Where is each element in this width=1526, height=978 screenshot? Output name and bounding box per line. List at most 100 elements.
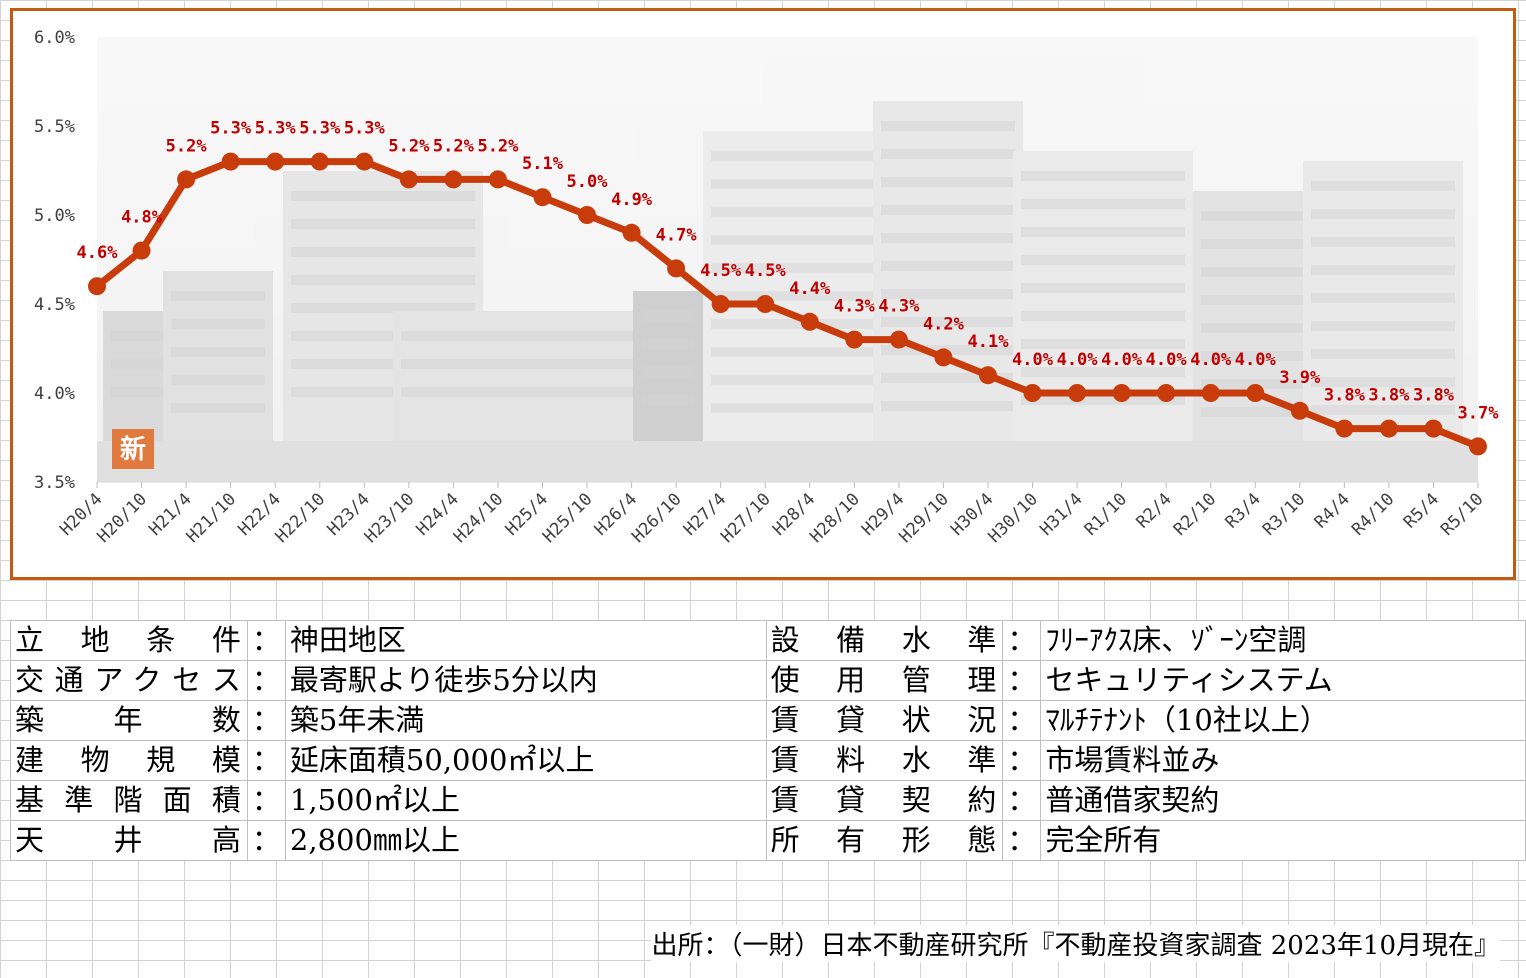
photo-building [393, 311, 643, 441]
photo-window-row [291, 387, 475, 397]
y-tick-label: 5.5% [34, 117, 75, 137]
y-tick-label: 4.0% [34, 384, 75, 404]
y-tick-label: 3.5% [34, 473, 75, 493]
spec-value-right: 市場賃料並み [1040, 740, 1526, 781]
data-point [488, 170, 507, 189]
photo-window-row [291, 191, 475, 201]
photo-window-row [881, 233, 1015, 243]
data-point [221, 152, 240, 171]
photo-window-row [881, 373, 1015, 383]
source-note: 出所：（一財）日本不動産研究所『不動産投資家調査 2023年10月現在』 [651, 925, 1500, 962]
photo-window-row [711, 291, 935, 301]
photo-window-row [881, 177, 1015, 187]
data-point [889, 330, 908, 349]
photo-window-row [1021, 283, 1185, 293]
photo-window-row [641, 311, 695, 321]
data-label: 5.3% [255, 119, 297, 139]
photo-window-row [1311, 377, 1455, 387]
new-badge-text: 新 [120, 434, 146, 465]
photo-window-row [641, 367, 695, 377]
data-point [756, 295, 775, 313]
photo-window-row [291, 331, 475, 341]
photo-window-row [1311, 237, 1455, 247]
chart-frame: 3.5% 4.0% 4.5% 5.0% 5.5% 6.0% H20/4 H20/10 H21/4… [10, 8, 1516, 580]
data-label: 5.2% [388, 136, 430, 156]
photo-window-row [881, 261, 1015, 271]
data-label: 5.0% [567, 172, 609, 192]
spec-value-left: 築5年未満 [284, 700, 767, 741]
data-label: 4.1% [967, 332, 1009, 352]
data-point [978, 366, 997, 385]
x-tick-label: H23/10 [361, 489, 419, 547]
spec-row: 基準階面積： 1,500㎡以上 賃貸契約：普通借家契約 [10, 780, 1526, 821]
data-label: 3.8% [1368, 386, 1410, 406]
cap-rate-line-chart: 3.5%4.0%4.5%5.0%5.5%6.0%H20/4H20/10H21/4… [34, 28, 1500, 547]
spec-colon: ： [246, 780, 286, 821]
data-label: 4.5% [745, 261, 787, 281]
data-label: 4.0% [1057, 350, 1099, 370]
data-point [88, 277, 106, 296]
data-label: 5.2% [433, 136, 475, 156]
spec-value-right: セキュリティシステム [1040, 660, 1526, 701]
data-label: 4.4% [789, 279, 831, 299]
new-badge: 新 [112, 429, 154, 469]
y-tick-label: 4.5% [34, 295, 75, 315]
photo-window-row [401, 359, 635, 369]
data-point [1424, 419, 1443, 438]
data-point [711, 295, 730, 313]
data-label: 3.7% [1458, 403, 1500, 423]
spec-colon: ： [246, 660, 286, 701]
photo-window-row [711, 235, 935, 245]
spec-value-right: 完全所有 [1040, 820, 1526, 861]
photo-window-row [1201, 323, 1305, 333]
spec-label-right: 使用管理 [765, 660, 1004, 701]
data-label: 5.3% [299, 119, 341, 139]
data-point [1379, 419, 1398, 438]
spec-value-left: 神田地区 [284, 620, 767, 661]
spec-colon: ： [246, 740, 286, 781]
data-label: 5.3% [344, 119, 386, 139]
photo-window-row [291, 303, 475, 313]
photo-window-row [1021, 227, 1185, 237]
x-tick-label: R2/10 [1170, 489, 1220, 539]
photo-window-row [881, 289, 1015, 299]
x-tick-label: R4/10 [1348, 489, 1398, 539]
data-point [355, 152, 374, 171]
data-label: 4.6% [77, 243, 119, 263]
data-label: 3.8% [1324, 386, 1366, 406]
spec-label-left: 建物規模 [10, 740, 248, 781]
spec-label-right: 設備水準 [765, 620, 1004, 661]
y-tick-label: 6.0% [34, 28, 75, 48]
x-tick-label: H25/10 [539, 489, 597, 547]
photo-window-row [711, 375, 935, 385]
data-point [800, 312, 819, 331]
photo-street [97, 441, 1478, 482]
x-tick-label: H21/10 [183, 489, 241, 547]
data-label: 5.3% [210, 119, 252, 139]
photo-window-row [1201, 351, 1305, 361]
photo-window-row [1021, 339, 1185, 349]
data-label: 4.0% [1101, 350, 1143, 370]
data-point [132, 241, 151, 260]
new-badge-bg [112, 429, 154, 469]
spec-value-right: ﾌﾘｰｱｸｽ床、ｿﾞｰﾝ空調 [1040, 620, 1526, 661]
data-label: 4.0% [1012, 350, 1054, 370]
photo-window-row [171, 319, 265, 329]
data-label: 5.2% [477, 136, 519, 156]
photo-window-row [171, 347, 265, 357]
y-tick-label: 5.0% [34, 206, 75, 226]
photo-window-row [171, 403, 265, 413]
photo-window-row [1201, 211, 1305, 221]
data-label: 4.0% [1146, 350, 1188, 370]
data-label: 4.3% [878, 297, 920, 317]
spec-value-left: 最寄駅より徒歩5分以内 [284, 660, 767, 701]
photo-window-row [1201, 267, 1305, 277]
data-point [667, 259, 686, 278]
photo-window-row [711, 263, 935, 273]
x-tick-label: H22/10 [272, 489, 330, 547]
photo-window-row [1021, 255, 1185, 265]
data-point [1201, 384, 1220, 402]
data-label: 3.9% [1279, 368, 1321, 388]
spec-value-right: 普通借家契約 [1040, 780, 1526, 821]
photo-window-row [881, 317, 1015, 327]
